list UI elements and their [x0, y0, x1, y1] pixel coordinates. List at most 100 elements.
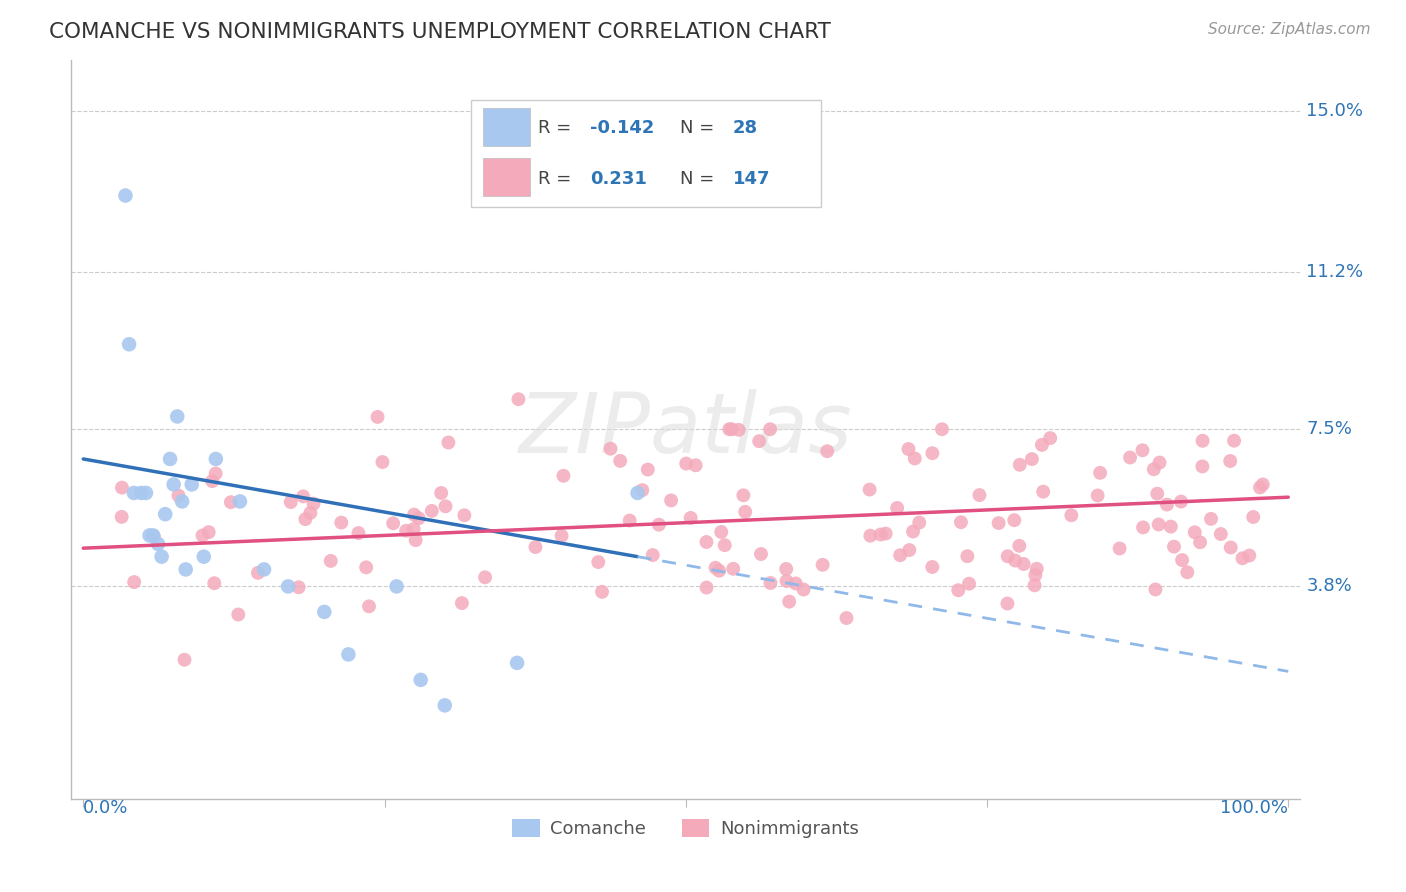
Point [111, 481, 134, 495]
Point [114, 188, 136, 202]
Point [609, 454, 631, 468]
Bar [484, 108, 530, 146]
Point [793, 582, 815, 597]
Point [172, 494, 194, 508]
Point [1209, 527, 1232, 541]
Point [122, 575, 145, 590]
Point [1149, 456, 1171, 470]
Point [921, 446, 943, 460]
Point [637, 462, 659, 476]
Point [219, 495, 242, 509]
Point [347, 526, 370, 541]
Point [408, 511, 430, 525]
Text: R =: R = [538, 170, 578, 188]
Point [1163, 540, 1185, 554]
Point [1024, 578, 1046, 592]
Point [1002, 513, 1025, 527]
Point [246, 566, 269, 580]
Point [1132, 520, 1154, 534]
Text: 28: 28 [733, 120, 758, 137]
Point [1119, 450, 1142, 465]
Point [1191, 434, 1213, 448]
Point [330, 516, 353, 530]
Point [696, 581, 718, 595]
Point [886, 500, 908, 515]
Point [1189, 535, 1212, 549]
Point [869, 527, 891, 541]
Point [1219, 454, 1241, 468]
Point [1143, 462, 1166, 476]
Point [437, 435, 460, 450]
Point [749, 547, 772, 561]
Point [641, 548, 664, 562]
Point [904, 451, 927, 466]
Text: R =: R = [538, 120, 578, 137]
Point [451, 596, 474, 610]
Point [150, 549, 173, 564]
Point [202, 576, 225, 591]
Point [1160, 519, 1182, 533]
Point [619, 514, 641, 528]
Point [402, 522, 425, 536]
Point [1241, 510, 1264, 524]
Point [704, 561, 727, 575]
Point [253, 562, 276, 576]
Point [1171, 553, 1194, 567]
Point [118, 337, 141, 351]
Point [685, 458, 707, 473]
Point [430, 486, 453, 500]
Point [778, 594, 800, 608]
Text: -0.142: -0.142 [591, 120, 654, 137]
Point [1239, 549, 1261, 563]
Point [1219, 541, 1241, 555]
Point [734, 505, 756, 519]
Point [759, 576, 782, 591]
Point [1012, 557, 1035, 571]
Point [404, 508, 426, 522]
Point [901, 524, 924, 539]
Point [155, 507, 177, 521]
Point [474, 570, 496, 584]
Point [956, 549, 979, 564]
Point [1021, 452, 1043, 467]
Point [1144, 582, 1167, 597]
Point [229, 494, 252, 508]
Point [599, 442, 621, 456]
Point [727, 423, 749, 437]
Point [337, 648, 360, 662]
Text: 147: 147 [733, 170, 770, 188]
Point [1008, 458, 1031, 472]
Point [957, 576, 980, 591]
Point [173, 653, 195, 667]
Point [1008, 539, 1031, 553]
Point [294, 512, 316, 526]
Point [524, 540, 547, 554]
Point [969, 488, 991, 502]
Point [1132, 443, 1154, 458]
Point [1232, 551, 1254, 566]
Bar [484, 158, 530, 196]
Point [987, 516, 1010, 530]
Point [371, 455, 394, 469]
Point [205, 452, 228, 467]
Point [197, 525, 219, 540]
Point [811, 558, 834, 572]
Point [553, 468, 575, 483]
Point [357, 599, 380, 614]
Point [193, 549, 215, 564]
Point [1184, 525, 1206, 540]
Point [733, 488, 755, 502]
Point [835, 611, 858, 625]
Point [122, 486, 145, 500]
Point [1060, 508, 1083, 523]
Point [204, 467, 226, 481]
Point [785, 576, 807, 591]
Point [292, 490, 315, 504]
Text: 0.0%: 0.0% [83, 799, 129, 817]
Point [1088, 466, 1111, 480]
Point [142, 528, 165, 542]
Legend: Comanche, Nonimmigrants: Comanche, Nonimmigrants [505, 812, 866, 846]
Point [1004, 553, 1026, 567]
Point [434, 500, 457, 514]
Point [898, 543, 921, 558]
